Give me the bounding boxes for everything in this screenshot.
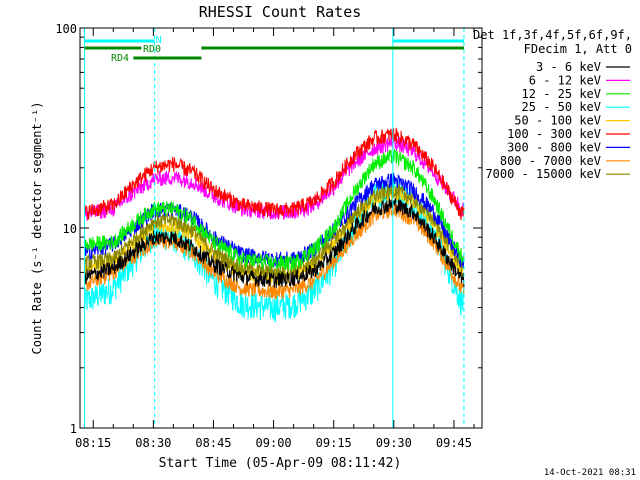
legend-label-800-7000-kev: 800 - 7000 keV (500, 154, 601, 168)
x-tick-label-08-45: 08:45 (195, 436, 231, 450)
y-axis-ticks: 1 10 100 (55, 22, 482, 436)
y-tick-label-100: 100 (55, 22, 77, 36)
footer-date: 14-Oct-2021 08:31 (544, 468, 636, 478)
x-tick-label-09-15: 09:15 (316, 436, 352, 450)
legend-label-6-12-kev: 6 - 12 keV (529, 73, 601, 87)
legend-label-25-50-kev: 25 - 50 keV (522, 100, 601, 114)
legend-label-3-6-kev: 3 - 6 keV (536, 60, 601, 74)
y-axis-label: Count Rate (s⁻¹ detector segment⁻¹) (30, 102, 44, 355)
x-tick-label-09-30: 09:30 (376, 436, 412, 450)
flag-label-n: N (156, 35, 162, 46)
flag-label-rd0: RD0 (143, 44, 161, 55)
legend-label-50-100-kev: 50 - 100 keV (514, 114, 601, 128)
legend-label-300-800-kev: 300 - 800 keV (507, 140, 601, 154)
series-line-6-12-kev (84, 135, 465, 221)
chart-title: RHESSI Count Rates (199, 3, 362, 21)
x-axis-ticks: 08:15 08:30 08:45 09:00 09:15 09:30 09:45 (75, 28, 475, 450)
x-tick-label-09-45: 09:45 (436, 436, 472, 450)
series-line-12-25-kev (84, 148, 465, 271)
legend-label-12-25-kev: 12 - 25 keV (522, 87, 601, 101)
series-line-100-300-kev (84, 127, 465, 221)
x-tick-label-08-15: 08:15 (75, 436, 111, 450)
series-line-3-6-kev (84, 197, 465, 288)
series-line-7000-15000-kev (84, 183, 465, 280)
legend: Det 1f,3f,4f,5f,6f,9f, FDecim 1, Att 0 3… (473, 28, 632, 181)
legend-header-line-2: FDecim 1, Att 0 (524, 42, 632, 56)
vertical-marker-lines (84, 28, 465, 428)
x-tick-label-08-30: 08:30 (135, 436, 171, 450)
y-tick-label-10: 10 (63, 222, 77, 236)
legend-header-line-1: Det 1f,3f,4f,5f,6f,9f, (473, 28, 632, 42)
flag-label-rd4: RD4 (111, 53, 129, 64)
legend-label-100-300-kev: 100 - 300 keV (507, 127, 601, 141)
legend-label-7000-15000-kev: 7000 - 15000 keV (485, 167, 601, 181)
series-group (84, 127, 465, 323)
x-tick-label-09-00: 09:00 (256, 436, 292, 450)
y-tick-label-1: 1 (70, 422, 77, 436)
x-axis-label: Start Time (05-Apr-09 08:11:42) (159, 456, 402, 471)
